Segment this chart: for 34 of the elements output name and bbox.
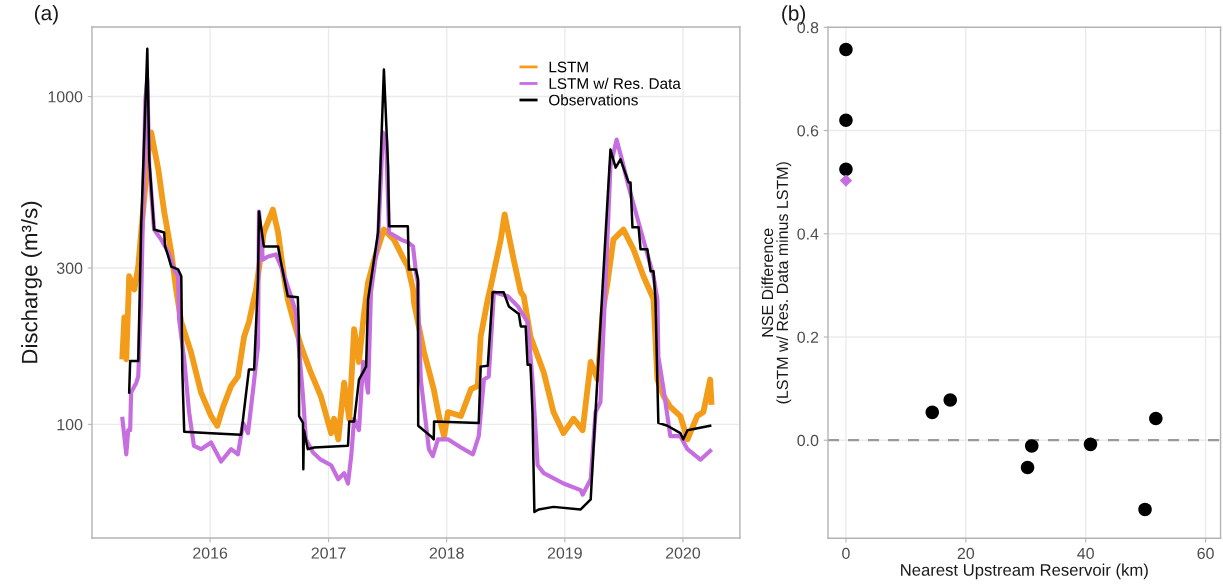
- point: [839, 113, 853, 127]
- y-axis-title: Discharge (m³/s): [21, 201, 42, 363]
- point: [839, 174, 853, 187]
- x-tick-label: 40: [1077, 547, 1094, 560]
- point: [1024, 439, 1039, 453]
- point: [943, 393, 958, 407]
- x-axis-title: Nearest Upstream Reservoir (km): [901, 563, 1148, 580]
- legend-label: LSTM: [549, 61, 588, 73]
- y-tick-label: 0.6: [797, 125, 819, 137]
- point: [1138, 502, 1152, 517]
- x-tick-label: 2019: [547, 547, 582, 559]
- x-tick-label: 20: [957, 547, 975, 560]
- point: [1020, 460, 1035, 475]
- y-tick-label: 0.0: [797, 434, 819, 447]
- x-tick-label: 2017: [311, 547, 346, 559]
- point: [925, 405, 940, 420]
- point: [1083, 437, 1098, 452]
- chart-title: (a): [34, 5, 58, 25]
- point: [839, 162, 853, 177]
- x-tick-label: 2016: [193, 547, 228, 559]
- point: [839, 42, 853, 57]
- y-tick-label: 0.4: [797, 228, 819, 240]
- x-tick-label: 2018: [429, 547, 464, 559]
- x-tick-label: 60: [1197, 547, 1214, 560]
- y-tick-label: 0.2: [797, 331, 819, 343]
- legend-label: Observations: [549, 94, 638, 106]
- y-tick-label: 100: [57, 418, 83, 431]
- y-tick-label: 300: [56, 262, 83, 274]
- y-axis-title: NSE Difference (LSTM w/ Res. Data minus LSTM): [761, 162, 792, 404]
- x-tick-label: 0: [842, 547, 850, 560]
- x-tick-label: 2020: [665, 547, 701, 559]
- y-tick-label: 1000: [48, 91, 83, 103]
- point: [1149, 411, 1163, 426]
- legend-label: LSTM w/ Res. Data: [549, 77, 681, 89]
